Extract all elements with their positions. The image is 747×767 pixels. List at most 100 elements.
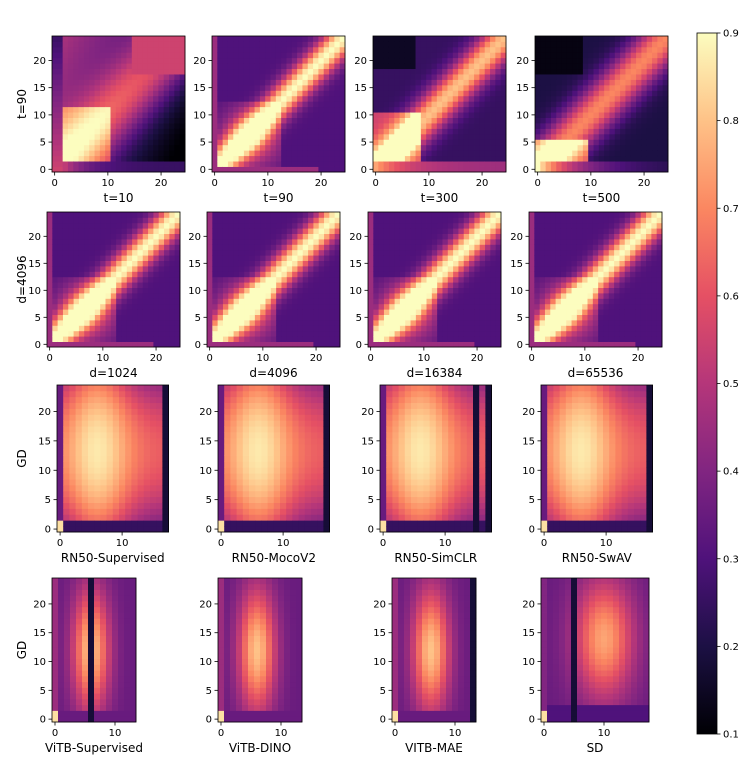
heatmap-cell [126, 79, 133, 86]
heatmap-cell [592, 249, 599, 256]
heatmap-cell [625, 117, 632, 124]
heatmap-cell [52, 46, 58, 53]
heatmap-cell [474, 239, 481, 245]
y-tick-label: 0 [361, 165, 367, 176]
heatmap-cell [442, 336, 449, 342]
heatmap-cell [394, 287, 401, 294]
heatmap-cell [73, 46, 79, 53]
heatmap-cell [281, 117, 287, 124]
heatmap-cell [238, 222, 245, 229]
heatmap-cell [233, 36, 239, 42]
heatmap-cell [646, 95, 653, 102]
heatmap-cell [238, 282, 245, 288]
heatmap-cell [421, 314, 427, 321]
heatmap-cell [453, 314, 459, 321]
heatmap-cell [57, 128, 64, 135]
heatmap-cell [137, 309, 144, 315]
heatmap-cell [249, 90, 255, 97]
heatmap-cell [490, 266, 497, 272]
heatmap-cell [495, 276, 502, 283]
heatmap-cell [100, 320, 106, 326]
heatmap-cell [463, 57, 470, 64]
heatmap-cell [437, 233, 443, 240]
heatmap-cell [217, 123, 224, 129]
heatmap-cell [566, 112, 573, 118]
heatmap-cell [604, 144, 610, 151]
heatmap-cell [625, 150, 632, 157]
heatmap-cell [238, 244, 245, 251]
heatmap-cell [469, 341, 475, 348]
heatmap-cell [399, 106, 406, 113]
heatmap-cell [426, 314, 433, 321]
heatmap-cell [463, 79, 470, 86]
heatmap-cell [373, 276, 380, 283]
heatmap-cell [169, 314, 176, 321]
heatmap-cell [495, 84, 502, 91]
heatmap-cell [324, 260, 330, 267]
heatmap-cell [238, 144, 245, 151]
heatmap-cell [78, 276, 85, 283]
heatmap-cell [110, 228, 117, 234]
heatmap-cell [334, 314, 341, 321]
heatmap-cell [83, 117, 90, 124]
heatmap-cell [121, 74, 127, 80]
heatmap-cell [383, 133, 390, 140]
heatmap-cell [484, 155, 491, 162]
heatmap-cell [544, 228, 551, 234]
heatmap-cell [474, 106, 480, 113]
heatmap-cell [83, 63, 90, 70]
x-tick-label: 0 [367, 353, 373, 364]
heatmap-cell [421, 309, 427, 315]
heatmap-cell [297, 161, 303, 167]
heatmap-cell [490, 217, 497, 224]
heatmap-cell [576, 320, 583, 326]
heatmap-cell [394, 303, 401, 310]
heatmap-cell [426, 41, 432, 48]
heatmap-cell [485, 212, 491, 218]
heatmap-cell [212, 133, 218, 140]
heatmap-cell [260, 244, 266, 251]
heatmap-cell [609, 68, 616, 75]
heatmap-cell [463, 155, 470, 162]
heatmap-cell [83, 36, 90, 42]
heatmap-cell [442, 260, 449, 267]
heatmap-cell [404, 57, 411, 64]
heatmap-cell [308, 255, 314, 261]
heatmap-cell [614, 57, 621, 64]
heatmap-cell [378, 222, 385, 229]
heatmap-cell [222, 63, 229, 70]
heatmap-cell [598, 112, 605, 118]
heatmap-cell [281, 255, 288, 261]
heatmap-cell [254, 63, 261, 70]
heatmap-cell [270, 106, 277, 113]
heatmap-cell [302, 84, 309, 91]
heatmap-cell [62, 128, 69, 135]
heatmap-cell [313, 271, 320, 278]
heatmap-cell [572, 36, 578, 42]
heatmap-cell [452, 161, 459, 167]
heatmap-cell [474, 293, 481, 299]
heatmap-cell [62, 293, 69, 299]
heatmap-cell [571, 266, 578, 272]
heatmap-cell [329, 341, 336, 348]
heatmap-cell [292, 287, 298, 294]
heatmap-cell [410, 112, 416, 118]
heatmap-cell [657, 106, 664, 113]
heatmap-cell [447, 249, 454, 256]
heatmap-cell [313, 330, 320, 337]
heatmap-cell [100, 244, 106, 251]
heatmap-cell [142, 217, 149, 224]
x-tick-label: 0 [534, 178, 540, 189]
heatmap-cell [587, 276, 594, 283]
heatmap-cell [373, 133, 379, 140]
heatmap-cell [323, 84, 330, 91]
heatmap-cell [410, 255, 417, 261]
heatmap-cell [436, 106, 443, 113]
heatmap-cell [131, 46, 138, 53]
heatmap-cell [217, 63, 224, 70]
heatmap-cell [78, 314, 85, 321]
heatmap-cell [233, 68, 239, 75]
heatmap-cell [84, 266, 90, 272]
heatmap-cell [83, 84, 90, 91]
